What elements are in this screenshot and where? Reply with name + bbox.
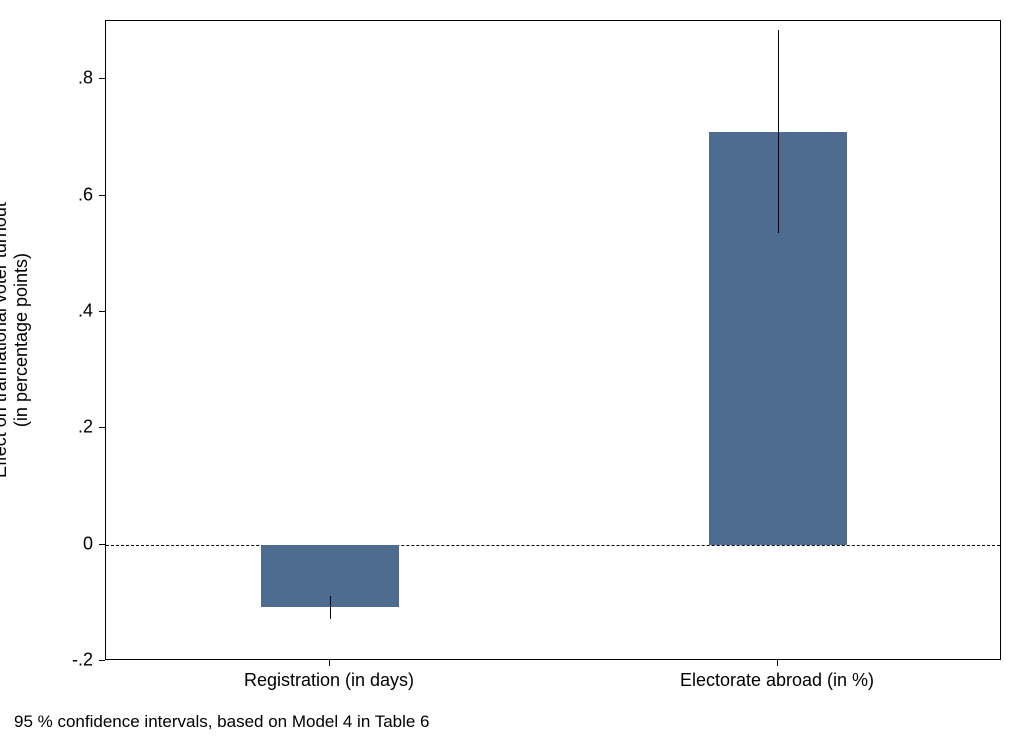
x-tick xyxy=(329,660,330,666)
y-tick xyxy=(99,660,105,661)
x-tick xyxy=(777,660,778,666)
errorbar-electorate xyxy=(778,30,779,234)
y-tick-label: -.2 xyxy=(0,650,93,671)
y-tick xyxy=(99,78,105,79)
footnote-text: 95 % confidence intervals, based on Mode… xyxy=(14,712,430,732)
y-tick xyxy=(99,544,105,545)
y-tick-label: .4 xyxy=(0,300,93,321)
y-tick xyxy=(99,427,105,428)
errorbar-registration xyxy=(330,596,331,619)
x-tick-label: Electorate abroad (in %) xyxy=(680,670,874,691)
y-tick-label: .6 xyxy=(0,184,93,205)
figure: Effect on trannational voter turnout (in… xyxy=(0,0,1024,746)
y-tick xyxy=(99,195,105,196)
y-tick xyxy=(99,311,105,312)
y-tick-label: 0 xyxy=(0,533,93,554)
zero-reference-line xyxy=(106,545,1000,546)
plot-area xyxy=(105,20,1001,660)
x-tick-label: Registration (in days) xyxy=(244,670,414,691)
y-tick-label: .2 xyxy=(0,417,93,438)
y-tick-label: .8 xyxy=(0,68,93,89)
